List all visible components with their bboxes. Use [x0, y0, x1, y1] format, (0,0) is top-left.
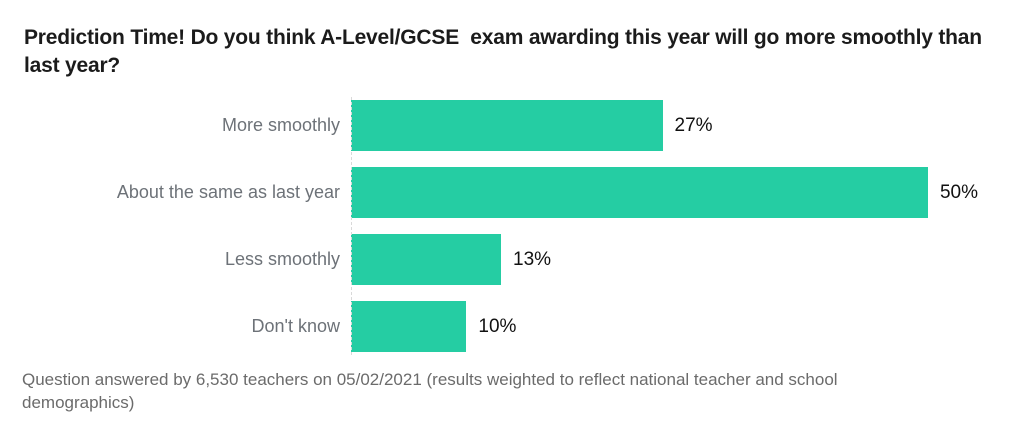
chart-title: Prediction Time! Do you think A-Level/GC… — [24, 26, 988, 77]
bar-track: 50% — [351, 167, 1000, 219]
value-label: 50% — [939, 181, 978, 203]
bar — [351, 100, 663, 152]
bar — [351, 234, 501, 286]
bar-track: 27% — [351, 100, 1000, 152]
category-label: Don't know — [251, 316, 340, 337]
bar — [351, 167, 928, 219]
bar — [351, 301, 467, 353]
bar-track: 10% — [351, 301, 1000, 353]
category-label: Less smoothly — [224, 249, 340, 270]
value-label: 27% — [674, 114, 713, 136]
category-label: About the same as last year — [116, 182, 340, 203]
bar-row: Don't know 10% — [24, 301, 1000, 353]
bar-row: About the same as last year 50% — [24, 167, 1000, 219]
bar-row: More smoothly 27% — [24, 100, 1000, 152]
chart-footnote: Question answered by 6,530 teachers on 0… — [22, 370, 838, 413]
bar-row: Less smoothly 13% — [24, 234, 1000, 286]
bar-chart: More smoothly 27% About the same as last y… — [24, 97, 1000, 356]
bar-rows: More smoothly 27% About the same as last y… — [24, 100, 1000, 353]
value-label: 10% — [478, 315, 517, 337]
value-label: 13% — [513, 248, 552, 270]
zero-axis-line — [351, 97, 352, 356]
bar-track: 13% — [351, 234, 1000, 286]
category-label: More smoothly — [221, 115, 340, 136]
